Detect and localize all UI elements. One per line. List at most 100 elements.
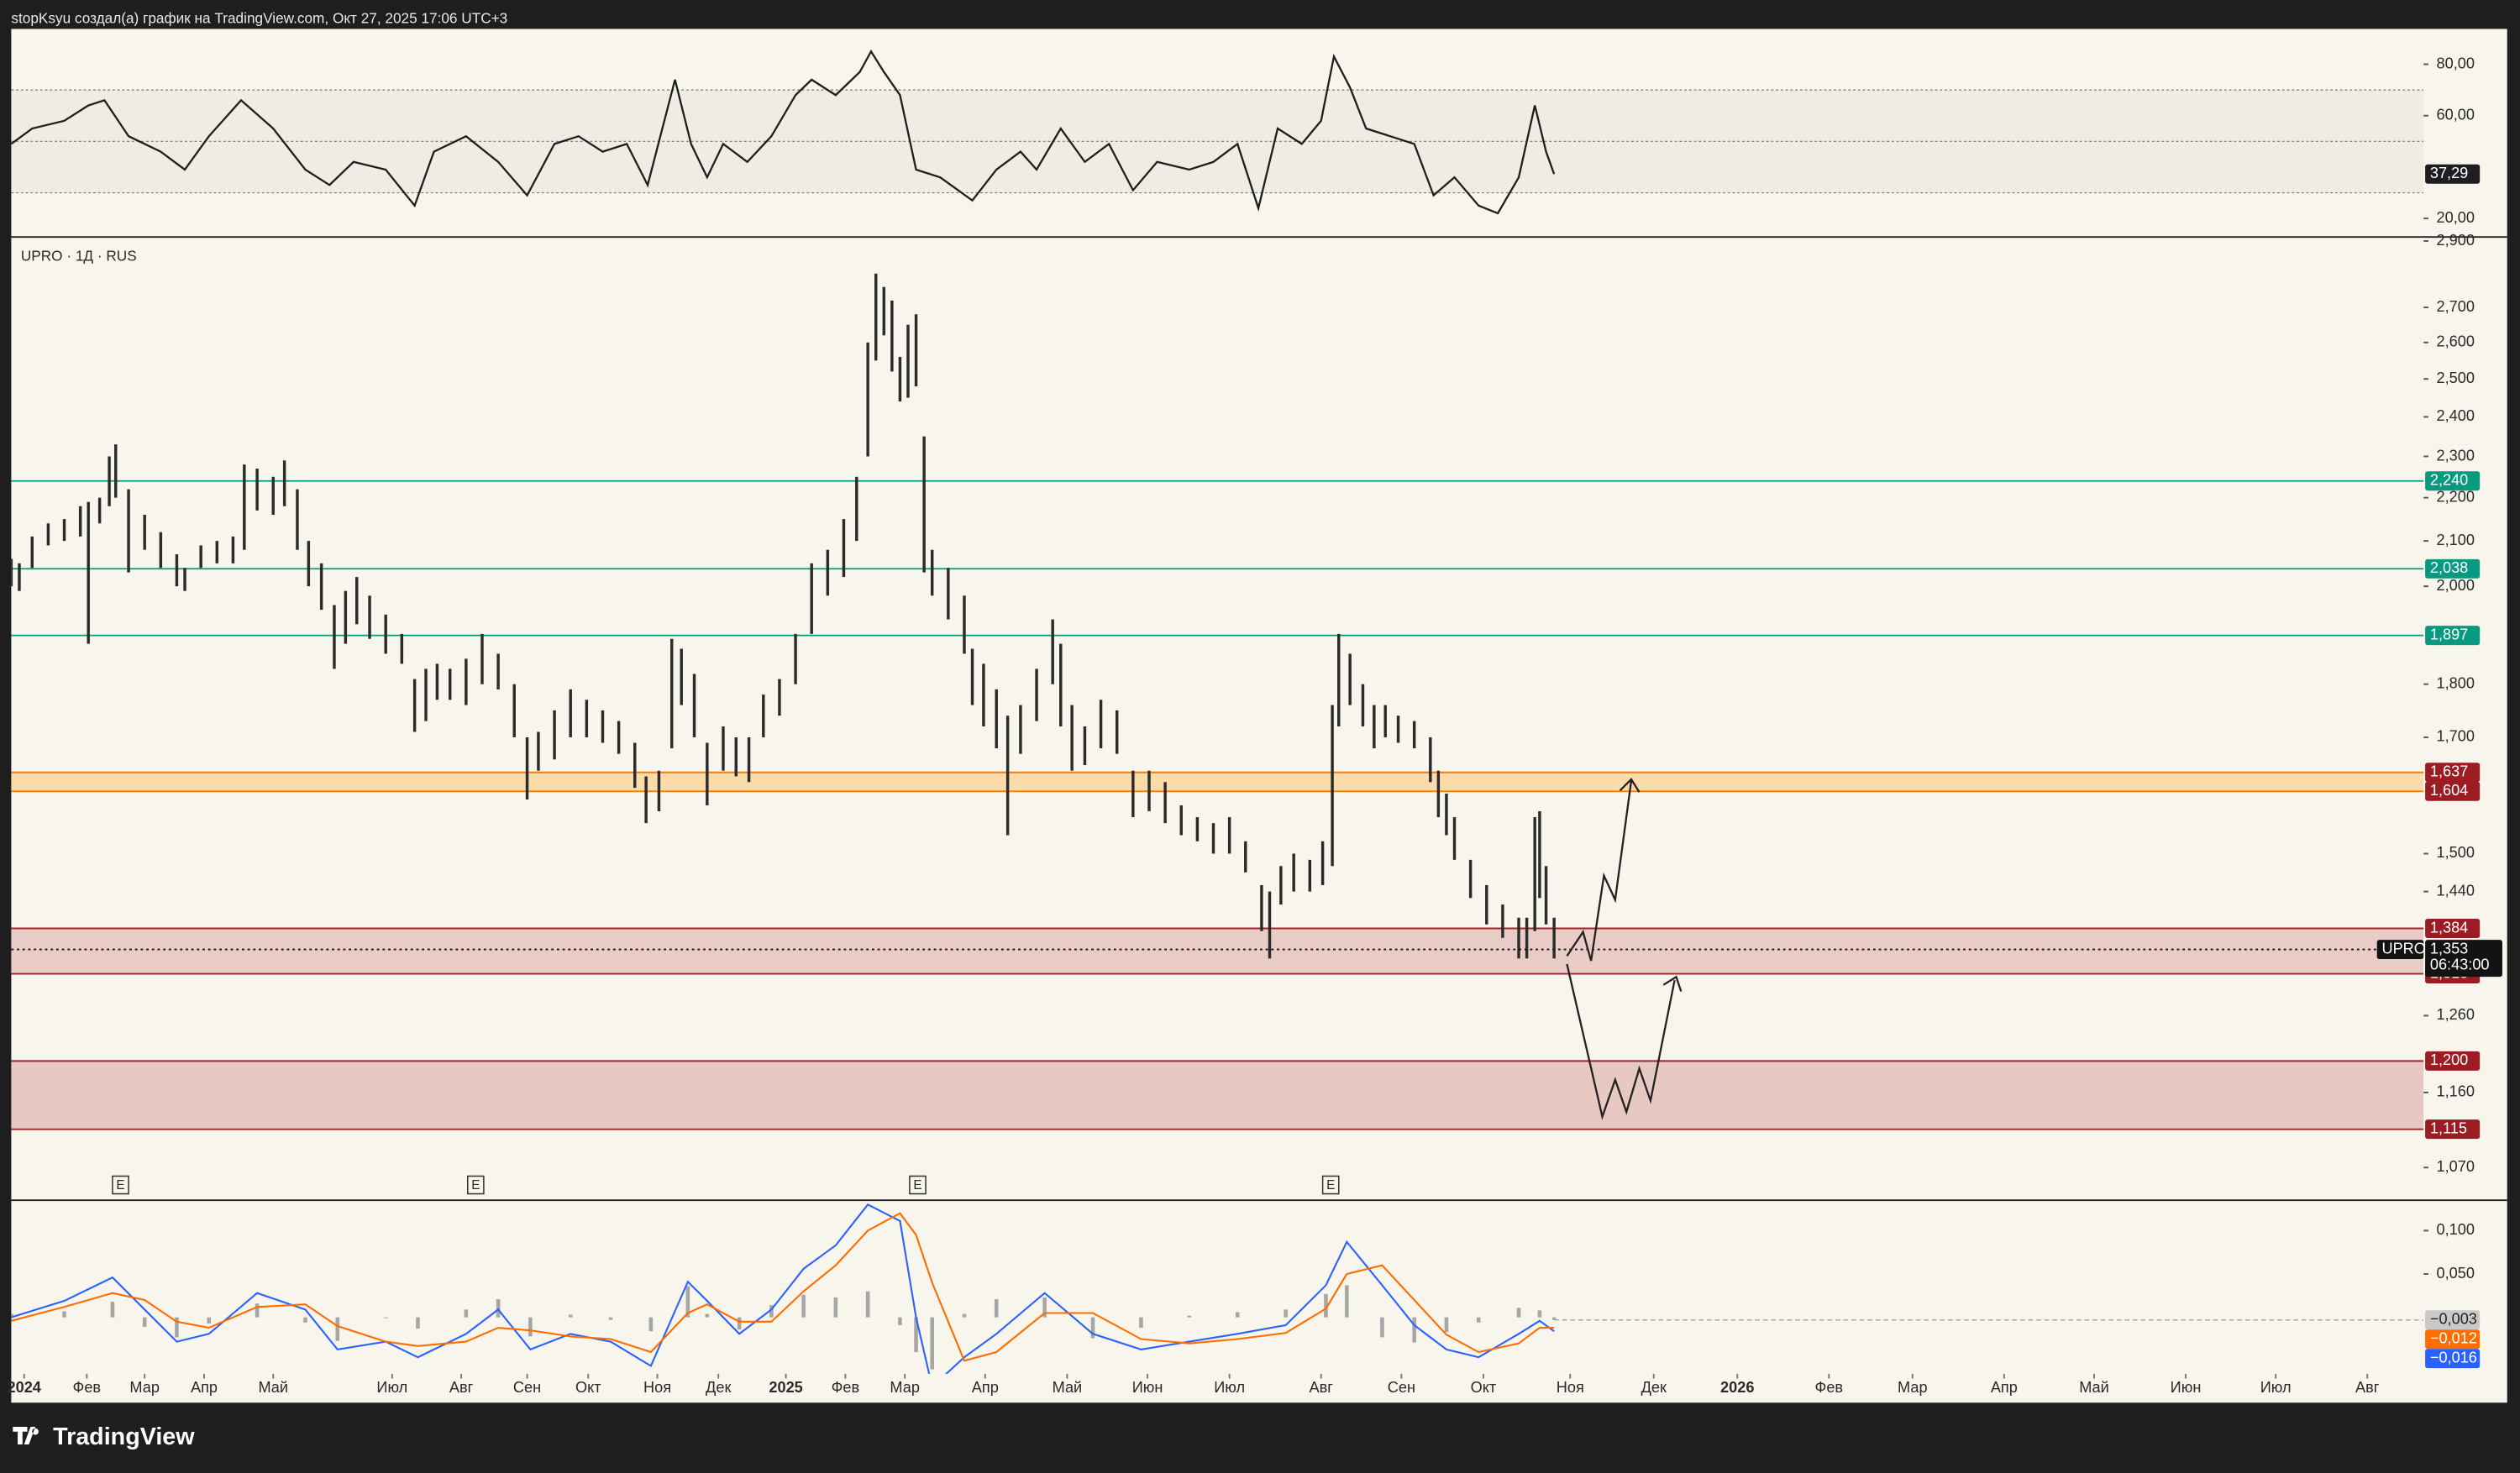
- price-bar: [866, 342, 869, 457]
- histogram-bar: [962, 1313, 967, 1318]
- x-tick-label: Май: [258, 1379, 288, 1396]
- chart-area: [11, 29, 2507, 1403]
- price-bar: [692, 674, 696, 737]
- x-tick-label: Авг: [1310, 1379, 1334, 1396]
- y-tick-label: 2,900: [2437, 232, 2475, 249]
- histogram-bar: [737, 1317, 742, 1330]
- macd-line: [11, 1212, 1555, 1362]
- y-tick-label: 2,200: [2437, 488, 2475, 505]
- price-bar: [1147, 770, 1151, 811]
- x-tick-label: 2025: [769, 1379, 802, 1396]
- last-value-label-bg: [2425, 164, 2481, 184]
- price-bar: [734, 736, 738, 777]
- y-tick-label: 2,100: [2437, 532, 2475, 548]
- x-tick-label: Июн: [1132, 1379, 1163, 1396]
- price-bar: [810, 563, 813, 634]
- symbol-legend: UPRO · 1Д · RUS: [21, 248, 137, 265]
- price-bar: [435, 663, 439, 700]
- price-bar: [1179, 805, 1183, 836]
- histogram-bar: [464, 1309, 469, 1318]
- x-tick-label: Мар: [1898, 1379, 1928, 1396]
- x-tick-label: Апр: [191, 1379, 218, 1396]
- x-tick-label: Май: [2079, 1379, 2109, 1396]
- zone-label-bg: [2425, 1051, 2481, 1071]
- price-bar: [1525, 917, 1529, 959]
- price-bar: [1485, 884, 1488, 925]
- price-bar: [1538, 810, 1541, 899]
- price-bar: [1383, 705, 1387, 737]
- price-bar: [922, 436, 926, 573]
- price-bar: [255, 468, 259, 511]
- y-tick-label: 1,070: [2437, 1158, 2475, 1175]
- zone-label-bg: [2425, 919, 2481, 938]
- histogram-bar: [1380, 1317, 1384, 1338]
- zone-label: 1,604: [2430, 782, 2468, 799]
- price-bar: [680, 648, 683, 705]
- price-bar: [108, 456, 111, 506]
- price-bar: [1019, 705, 1022, 754]
- y-tick-label: 2,700: [2437, 298, 2475, 315]
- last-value-label: 37,29: [2430, 165, 2468, 181]
- price-bar: [11, 558, 13, 587]
- y-tick-label: 1,440: [2437, 882, 2475, 899]
- histogram-bar: [1516, 1308, 1521, 1318]
- x-tick-label: Сен: [1388, 1379, 1415, 1396]
- zone-label-bg: [2425, 1119, 2481, 1140]
- x-tick-label: Авг: [449, 1379, 474, 1396]
- earnings-label: E: [913, 1178, 921, 1193]
- price-bar: [762, 695, 765, 737]
- zone: [11, 928, 2424, 974]
- histogram-bar: [62, 1311, 66, 1318]
- price-bar: [1131, 770, 1135, 818]
- histogram-bar: [1284, 1309, 1288, 1318]
- price-bar: [400, 633, 404, 664]
- x-tick-label: Окт: [575, 1379, 601, 1396]
- zone-label: 1,637: [2430, 763, 2468, 780]
- price-bar: [882, 286, 886, 336]
- price-bar: [282, 460, 286, 506]
- price-bar: [1361, 684, 1365, 727]
- price-bar: [995, 689, 998, 749]
- level-label-bg: [2425, 558, 2481, 579]
- level-label: 1,897: [2430, 626, 2468, 642]
- price-bar: [1517, 917, 1520, 959]
- pane: [11, 1203, 2424, 1374]
- price-bar: [412, 679, 417, 732]
- x-tick-label: Сен: [513, 1379, 541, 1396]
- price-bar: [633, 742, 637, 789]
- price-bar: [512, 684, 516, 737]
- price-bar: [62, 519, 66, 542]
- price-bar: [826, 549, 830, 596]
- price-bar: [601, 710, 605, 743]
- histogram-bar: [11, 1313, 13, 1318]
- price-bar: [537, 731, 540, 771]
- forecast-path: [1566, 780, 1633, 962]
- histogram-bar: [1090, 1317, 1095, 1339]
- last-value-label: −0,012: [2430, 1330, 2477, 1347]
- symbol-tag: UPRO: [2381, 940, 2425, 957]
- price-bar: [243, 464, 246, 550]
- earnings-label: E: [116, 1178, 124, 1193]
- earnings-label: E: [471, 1178, 480, 1193]
- y-tick-label: 1,700: [2437, 728, 2475, 745]
- zone-label: 1,115: [2430, 1119, 2467, 1136]
- price-bar: [1070, 705, 1074, 771]
- symbol-tag-bg: [2376, 940, 2424, 960]
- price-bar: [215, 541, 219, 564]
- level-label: 2,038: [2430, 559, 2468, 576]
- price-bar: [1320, 841, 1325, 885]
- histogram-bar: [865, 1291, 870, 1318]
- x-tick-label: Авг: [2355, 1379, 2380, 1396]
- x-tick-label: 2024: [8, 1379, 41, 1396]
- histogram-bar: [1324, 1293, 1328, 1318]
- histogram-bar: [833, 1297, 838, 1318]
- histogram-bar: [568, 1314, 573, 1318]
- price-bar: [1331, 705, 1334, 867]
- price-bar: [947, 568, 950, 620]
- histogram-bar: [608, 1317, 613, 1320]
- y-tick-label: 0,050: [2437, 1265, 2475, 1282]
- price-bar: [569, 689, 572, 737]
- price-bar: [175, 554, 179, 587]
- histogram-bar: [930, 1317, 934, 1370]
- countdown: 06:43:00: [2430, 957, 2490, 973]
